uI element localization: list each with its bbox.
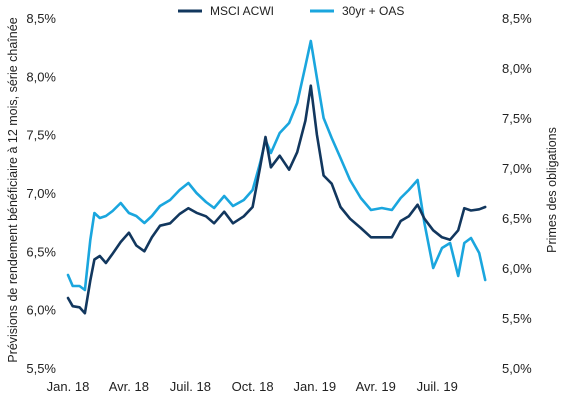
series-lines — [66, 39, 487, 315]
x-tick-label: Jan. 18 — [47, 379, 90, 394]
right-y-tick-label: 7,0% — [502, 161, 532, 176]
left-y-tick-label: 7,5% — [26, 128, 56, 143]
series-line-30yr-oas — [66, 39, 487, 292]
left-y-axis: 5,5% 6,0% 6,5% 7,0% 7,5% 8,0% 8,5% — [26, 11, 56, 376]
legend-label: MSCI ACWI — [210, 4, 274, 18]
x-tick-label: Avr. 18 — [109, 379, 149, 394]
right-y-tick-label: 8,0% — [502, 61, 532, 76]
right-y-tick-label: 7,5% — [502, 111, 532, 126]
x-axis: Jan. 18 Avr. 18 Juil. 18 Oct. 18 Jan. 19 Avr.… — [47, 379, 458, 394]
x-tick-label: Jan. 19 — [293, 379, 336, 394]
right-y-tick-label: 5,5% — [502, 311, 532, 326]
legend-label: 30yr + OAS — [342, 4, 404, 18]
right-y-tick-label: 8,5% — [502, 11, 532, 26]
left-y-tick-label: 8,5% — [26, 11, 56, 26]
x-tick-label: Oct. 18 — [232, 379, 274, 394]
left-y-tick-label: 6,5% — [26, 244, 56, 259]
x-tick-label: Avr. 19 — [356, 379, 396, 394]
left-y-tick-label: 8,0% — [26, 69, 56, 84]
right-y-tick-label: 6,5% — [502, 211, 532, 226]
left-y-tick-label: 5,5% — [26, 361, 56, 376]
right-y-tick-label: 6,0% — [502, 261, 532, 276]
right-axis-title: Primes des obligations — [545, 127, 559, 253]
series-line-msci-acwi — [66, 84, 487, 315]
left-y-tick-label: 7,0% — [26, 186, 56, 201]
legend: MSCI ACWI 30yr + OAS — [178, 4, 404, 18]
right-y-axis: 5,0% 5,5% 6,0% 6,5% 7,0% 7,5% 8,0% 8,5% — [502, 11, 532, 376]
x-tick-label: Juil. 19 — [417, 379, 458, 394]
left-axis-title: Prévisions de rendement bénéficiaire à 1… — [6, 17, 20, 362]
left-y-tick-label: 6,0% — [26, 303, 56, 318]
right-y-tick-label: 5,0% — [502, 361, 532, 376]
x-tick-label: Juil. 18 — [170, 379, 211, 394]
